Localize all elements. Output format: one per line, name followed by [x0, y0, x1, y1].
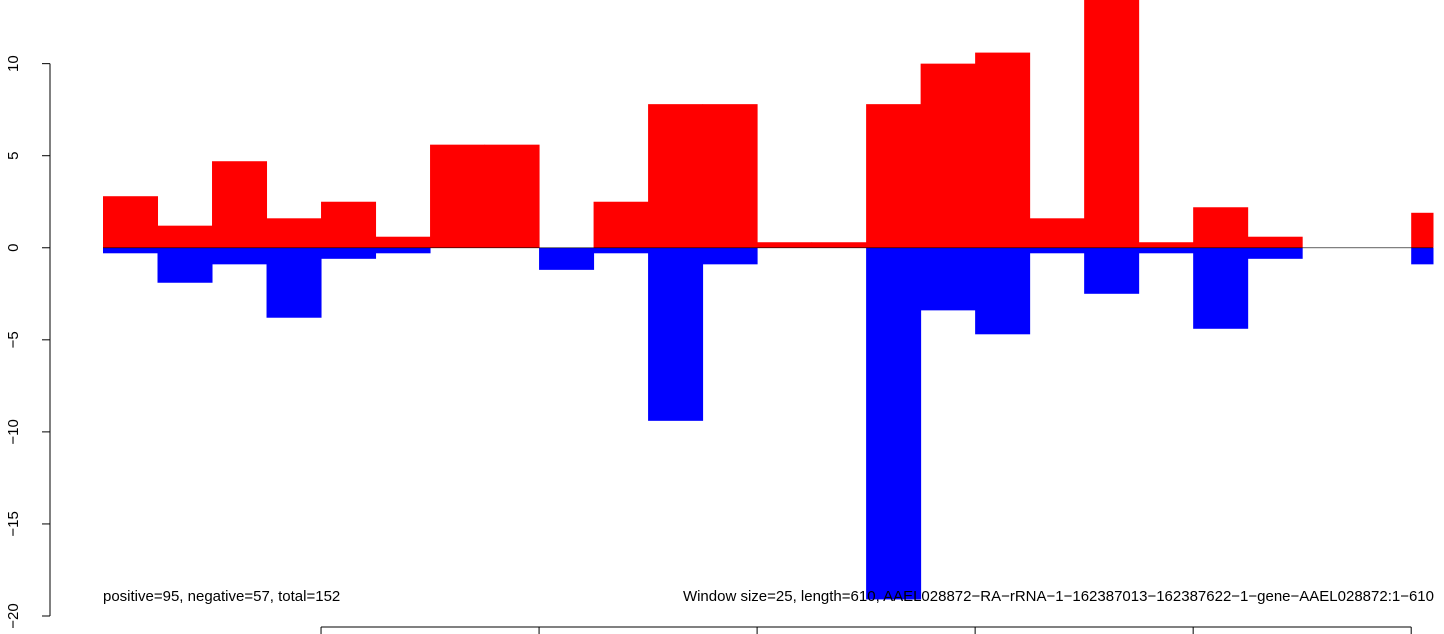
positive-bar-7	[484, 144, 540, 248]
negative-bar-1	[157, 247, 213, 283]
positive-bar-3	[266, 218, 322, 248]
positive-bar-24	[1411, 212, 1434, 248]
negative-bar-10	[648, 247, 704, 421]
y-tick-label-0: −20	[5, 603, 22, 628]
positive-bar-0	[103, 196, 159, 248]
negative-bar-14	[866, 247, 922, 600]
positive-bar-1	[157, 225, 213, 248]
negative-bar-0	[103, 247, 159, 254]
y-axis: −20 −15 −10 −5 0 5 10	[5, 55, 51, 629]
positive-bar-12	[757, 242, 813, 248]
positive-bar-21	[1247, 236, 1303, 248]
negative-bar-9	[593, 247, 649, 254]
positive-bar-15	[920, 63, 976, 248]
negative-bar-24	[1411, 247, 1434, 265]
negative-bar-18	[1084, 247, 1140, 294]
negative-bar-16	[975, 247, 1031, 335]
positive-bar-2	[212, 161, 268, 248]
bars	[103, 0, 1434, 600]
negative-bar-3	[266, 247, 322, 318]
positive-bar-6	[430, 144, 486, 248]
negative-bar-8	[539, 247, 595, 270]
negative-bar-21	[1247, 247, 1303, 259]
negative-bar-19	[1138, 247, 1194, 254]
positive-bar-5	[375, 236, 431, 248]
y-tick-label-4: 0	[5, 244, 22, 252]
y-tick-label-1: −15	[5, 511, 22, 536]
y-tick-label-5: 5	[5, 152, 22, 160]
negative-bar-4	[321, 247, 377, 259]
x-axis	[320, 626, 1412, 634]
annotation-counts: positive=95, negative=57, total=152	[103, 588, 340, 605]
positive-bar-19	[1138, 242, 1194, 248]
negative-bar-5	[375, 247, 431, 254]
positive-bar-16	[975, 52, 1031, 248]
negative-bar-20	[1193, 247, 1249, 329]
positive-bar-14	[866, 104, 922, 248]
positive-bar-13	[811, 242, 867, 248]
positive-bar-10	[648, 104, 704, 248]
positive-bar-11	[702, 104, 758, 248]
negative-bar-11	[702, 247, 758, 265]
positive-bar-18	[1084, 0, 1140, 248]
positive-bar-17	[1029, 218, 1085, 248]
annotation-window-info: Window size=25, length=610, AAEL028872−R…	[683, 588, 1434, 605]
y-tick-label-6: 10	[5, 55, 22, 72]
positive-bar-9	[593, 201, 649, 248]
positive-bar-4	[321, 201, 377, 248]
positive-bar-20	[1193, 207, 1249, 248]
y-tick-label-3: −5	[5, 331, 22, 348]
negative-bar-2	[212, 247, 268, 265]
negative-bar-17	[1029, 247, 1085, 254]
negative-bar-15	[920, 247, 976, 311]
y-tick-label-2: −10	[5, 419, 22, 444]
